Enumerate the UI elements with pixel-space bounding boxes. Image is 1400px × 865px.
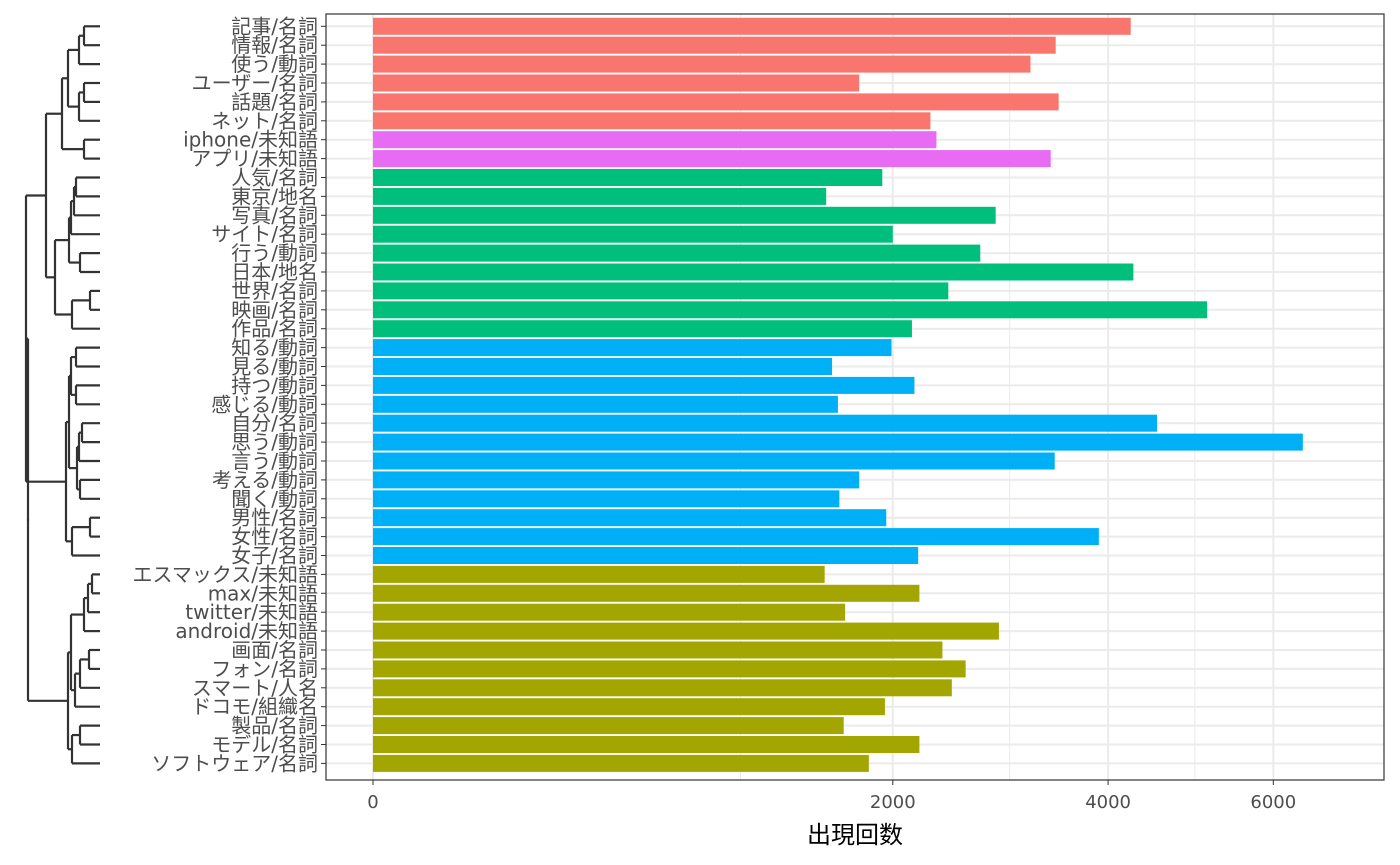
bars-layer [373,17,1303,772]
bar [373,301,1208,319]
bar [373,112,931,130]
bar [373,17,1131,35]
bar [373,452,1055,470]
x-axis-ticks: 0 2000 4000 6000 [367,780,1296,813]
bar [373,74,860,92]
bar [373,320,912,338]
category-label: 情報/名詞 [231,33,318,57]
bar [373,36,1056,54]
category-labels: 記事/名詞情報/名詞使う/動詞ユーザー/名詞話題/名詞ネット/名詞iphone/… [132,14,326,775]
category-label: 行う/動詞 [231,241,318,265]
category-label: モデル/名詞 [211,733,318,757]
bar [373,168,883,187]
bar [373,150,1051,168]
bar [373,357,833,376]
bar [373,263,1134,281]
bar [373,206,996,224]
bar [373,55,1031,73]
bar [373,282,949,300]
category-label: 持つ/動詞 [231,373,318,397]
category-label: 使う/動詞 [231,52,318,76]
category-label: 女性/名詞 [231,525,318,549]
category-label: 感じる/動詞 [211,392,318,416]
bar [373,414,1158,432]
category-label: iphone/未知語 [183,128,318,152]
bar [373,735,920,754]
category-label: サイト/名詞 [211,222,318,246]
category-label: 製品/名詞 [231,714,318,738]
category-label: 考える/動詞 [212,468,318,492]
category-label: アプリ/未知語 [191,147,318,171]
category-label: ドコモ/組織名 [191,695,318,719]
bar [373,660,966,678]
bar [373,93,1059,111]
bar [373,546,919,565]
category-label: 画面/名詞 [231,638,318,662]
bar [373,641,943,659]
category-label: 東京/地名 [231,184,318,208]
category-label: フォン/名詞 [211,657,318,681]
category-label: max/未知語 [208,581,318,605]
category-label: ユーザー/名詞 [192,71,318,95]
category-label: 映画/名詞 [231,298,318,322]
category-label: 記事/名詞 [231,14,318,38]
bar [373,433,1303,451]
bar [373,244,981,262]
category-label: 世界/名詞 [231,279,318,303]
bar [373,528,1099,546]
x-tick-label: 2000 [870,792,916,813]
bar [373,471,860,489]
x-tick-label: 4000 [1085,792,1131,813]
category-label: 写真/名詞 [231,203,318,227]
bar [373,339,892,357]
bar [373,131,937,149]
category-label: ソフトウェア/名詞 [151,751,318,775]
category-label: 話題/名詞 [231,90,318,114]
category-label: android/未知語 [175,619,318,643]
bar [373,679,952,697]
category-label: 自分/名詞 [231,411,318,435]
bar [373,584,920,602]
category-label: 作品/名詞 [231,317,318,341]
bar [373,395,838,413]
x-tick-label: 6000 [1250,792,1296,813]
bar [373,622,999,640]
category-label: 言う/動詞 [231,449,318,473]
category-label: 思う/動詞 [231,430,318,454]
category-label: 見る/動詞 [231,355,318,379]
category-label: twitter/未知語 [185,600,318,624]
bar [373,187,827,205]
category-label: 人気/名詞 [231,166,318,190]
category-label: スマート/人名 [192,676,318,700]
bar [373,698,885,716]
category-label: ネット/名詞 [211,109,318,133]
category-label: エスマックス/未知語 [132,562,318,586]
category-label: 知る/動詞 [231,336,318,360]
panel-border [325,13,1385,781]
bar [373,490,840,508]
bar [373,509,887,527]
category-label: 男性/名詞 [231,506,318,530]
bar [373,754,869,772]
bar [373,225,893,243]
bar [373,717,844,735]
category-label: 聞く/動詞 [231,487,318,511]
bar [373,565,825,583]
bar [373,376,915,394]
x-tick-label: 0 [367,792,378,813]
category-label: 女子/名詞 [231,544,318,568]
dendrogram [24,25,100,765]
bar [373,603,846,621]
x-axis-title: 出現回数 [807,821,903,849]
category-label: 日本/地名 [231,260,318,284]
